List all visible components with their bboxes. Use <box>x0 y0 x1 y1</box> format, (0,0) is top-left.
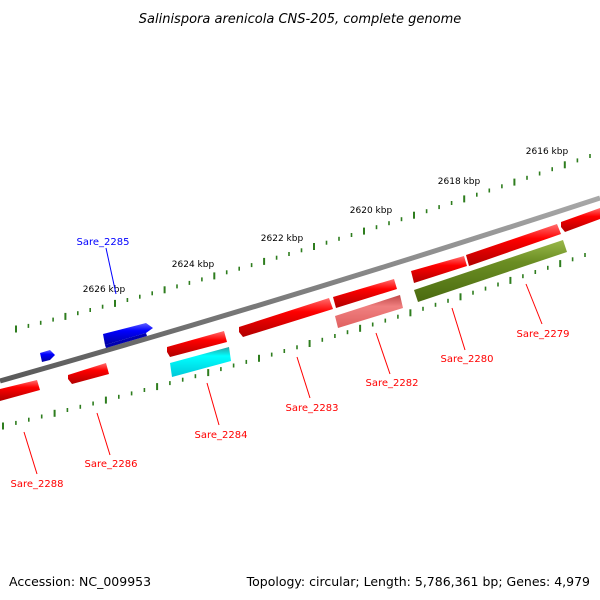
outer-scale-ticks <box>15 154 591 333</box>
gene-label-sare-2283[interactable]: Sare_2283 <box>286 403 339 414</box>
gene-label-sare-2279[interactable]: Sare_2279 <box>517 329 570 340</box>
scale-label-2622: 2622 kbp <box>261 234 304 244</box>
feature-red-fwd-d[interactable] <box>466 224 561 266</box>
scale-label-2618: 2618 kbp <box>438 177 481 187</box>
accession-text: Accession: NC_009953 <box>9 574 151 589</box>
scale-label-2624: 2624 kbp <box>172 260 215 270</box>
leader-sare-2288 <box>23 431 38 475</box>
gene-label-sare-2284[interactable]: Sare_2284 <box>195 430 248 441</box>
feature-sare-2286[interactable] <box>68 363 109 384</box>
feature-red-fwd-c[interactable] <box>411 256 467 283</box>
feature-red-fwd-a[interactable] <box>239 298 333 337</box>
leader-sare-2283 <box>296 356 311 399</box>
scale-label-2626: 2626 kbp <box>83 285 126 295</box>
leader-sare-2280 <box>451 307 466 351</box>
gene-label-sare-2285[interactable]: Sare_2285 <box>77 237 130 248</box>
gene-label-sare-2286[interactable]: Sare_2286 <box>85 459 138 470</box>
scale-label-2620: 2620 kbp <box>350 206 393 216</box>
leader-sare-2282 <box>375 332 391 375</box>
genome-summary-text: Topology: circular; Length: 5,786,361 bp… <box>246 574 590 589</box>
gene-label-sare-2282[interactable]: Sare_2282 <box>366 378 419 389</box>
map-title: Salinispora arenicola CNS-205, complete … <box>139 12 461 27</box>
leader-sare-2284 <box>206 382 220 426</box>
feature-red-fwd-b[interactable] <box>333 279 397 308</box>
feature-sare-2284[interactable] <box>170 347 231 377</box>
feature-sare-2280[interactable] <box>414 240 567 302</box>
feature-sare-2288[interactable] <box>0 380 40 401</box>
gene-label-sare-2280[interactable]: Sare_2280 <box>441 354 494 365</box>
feature-sare-2282[interactable] <box>335 295 403 328</box>
feature-red-rev-a[interactable] <box>167 331 227 357</box>
feature-red-fwd-e[interactable] <box>561 208 600 232</box>
feature-small-blue[interactable] <box>40 350 55 362</box>
inner-scale-ticks <box>2 253 586 430</box>
gene-label-sare-2288[interactable]: Sare_2288 <box>11 479 64 490</box>
leader-sare-2286 <box>96 412 111 456</box>
leader-sare-2279 <box>525 283 543 325</box>
leader-sare-2285 <box>105 247 117 295</box>
scale-label-2616: 2616 kbp <box>526 147 569 157</box>
feature-sare-2285[interactable] <box>103 323 153 348</box>
genome-backbone <box>0 195 600 384</box>
